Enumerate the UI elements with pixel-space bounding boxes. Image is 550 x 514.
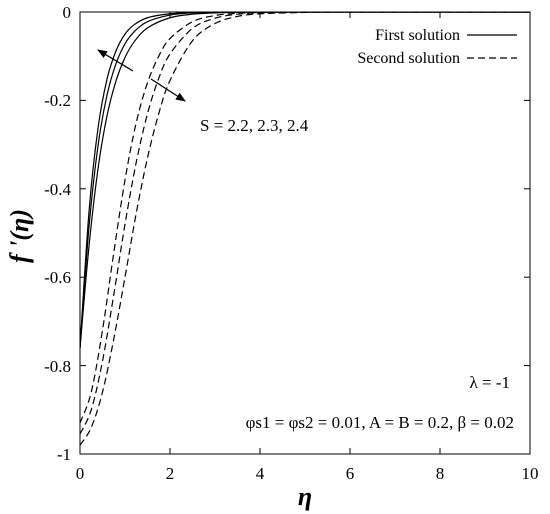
series-layer <box>80 12 530 446</box>
x-tick-labels: 0 2 4 6 8 10 <box>76 464 539 483</box>
x-tick-label: 4 <box>256 464 265 483</box>
y-tick-label: -0.8 <box>44 357 71 376</box>
tick-marks <box>79 11 531 455</box>
arrow-second-solution <box>150 78 186 102</box>
x-axis-label: η <box>298 482 312 511</box>
legend-label-first: First solution <box>375 27 460 44</box>
x-tick-label: 2 <box>166 464 175 483</box>
lambda-label: λ = -1 <box>470 373 511 392</box>
second-solution-line-s-2-3 <box>80 12 530 435</box>
arrow-first-solution <box>97 49 134 72</box>
y-tick-label: 0 <box>63 3 72 22</box>
s-parameter-label: S = 2.2, 2.3, 2.4 <box>200 116 309 135</box>
y-tick-label: -0.6 <box>44 268 71 287</box>
params-label: φs1 = φs2 = 0.01, A = B = 0.2, β = 0.02 <box>246 413 514 432</box>
second-solution-line-s-2-4 <box>80 12 530 446</box>
plot-frame <box>79 11 531 455</box>
first-solution-line-s-2-2 <box>80 12 530 348</box>
x-tick-label: 10 <box>522 464 539 483</box>
y-tick-label: -0.4 <box>44 180 71 199</box>
x-tick-label: 6 <box>346 464 355 483</box>
x-tick-label: 0 <box>76 464 85 483</box>
y-axis-label: f '(η) <box>5 209 34 263</box>
first-solution-line-s-2-4 <box>80 12 530 348</box>
x-tick-label: 8 <box>436 464 445 483</box>
legend: First solution Second solution <box>357 27 517 67</box>
second-solution-line-s-2-2 <box>80 12 530 424</box>
y-tick-labels: 0 -0.2 -0.4 -0.6 -0.8 -1 <box>44 3 71 464</box>
legend-label-second: Second solution <box>357 50 460 67</box>
y-tick-label: -1 <box>57 445 71 464</box>
y-tick-label: -0.2 <box>44 91 71 110</box>
first-solution-line-s-2-3 <box>80 12 530 348</box>
